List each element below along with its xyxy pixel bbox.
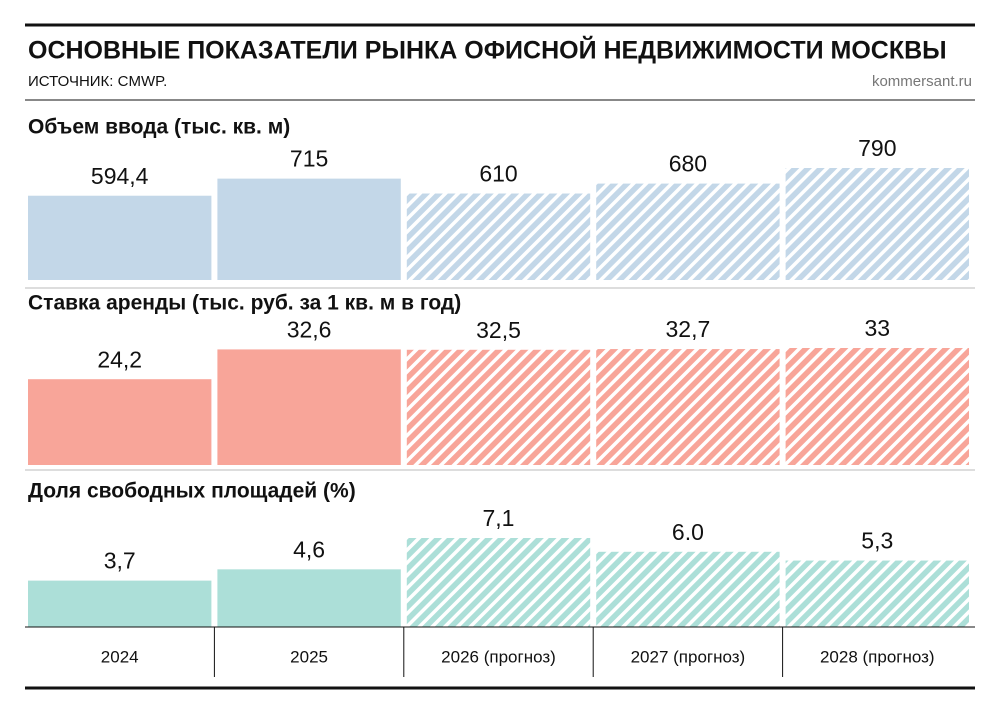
brand: kommersant.ru [872,73,972,90]
x-tick-label: 2026 (прогноз) [441,647,556,666]
value-label: 594,4 [91,163,149,189]
value-label: 32,7 [666,316,711,342]
bar [217,349,401,465]
panel-title: Ставка аренды (тыс. руб. за 1 кв. м в го… [28,292,461,315]
x-tick-label: 2028 (прогноз) [820,647,935,666]
bar [217,569,401,627]
value-label: 7,1 [483,505,515,531]
x-tick-label: 2025 [290,647,328,666]
bar [28,580,212,627]
bar [217,178,401,280]
value-label: 790 [858,135,896,161]
panel-title: Доля свободных площадей (%) [28,480,356,503]
x-tick-label: 2027 (прогноз) [631,647,746,666]
bar [28,195,212,280]
value-label: 715 [290,146,328,172]
bar [596,349,780,465]
x-tick-label: 2024 [101,647,139,666]
value-label: 5,3 [861,528,893,554]
value-label: 32,5 [476,317,521,343]
value-label: 32,6 [287,316,332,342]
bar [596,551,780,627]
bar [785,168,969,280]
source: ИСТОЧНИК: CMWP. [28,73,167,90]
value-label: 3,7 [104,548,136,574]
panel-title: Объем ввода (тыс. кв. м) [28,116,290,139]
value-label: 680 [669,151,707,177]
bar [406,193,591,280]
bar [596,183,780,280]
bar [785,348,969,465]
bar [28,379,212,465]
value-label: 6.0 [672,519,704,545]
value-label: 4,6 [293,536,325,562]
value-label: 24,2 [97,346,142,372]
value-label: 610 [479,161,517,187]
bar [406,349,591,465]
title: ОСНОВНЫЕ ПОКАЗАТЕЛИ РЫНКА ОФИСНОЙ НЕДВИЖ… [28,35,947,65]
bar [785,560,969,627]
value-label: 33 [865,315,891,341]
bar [406,538,591,627]
